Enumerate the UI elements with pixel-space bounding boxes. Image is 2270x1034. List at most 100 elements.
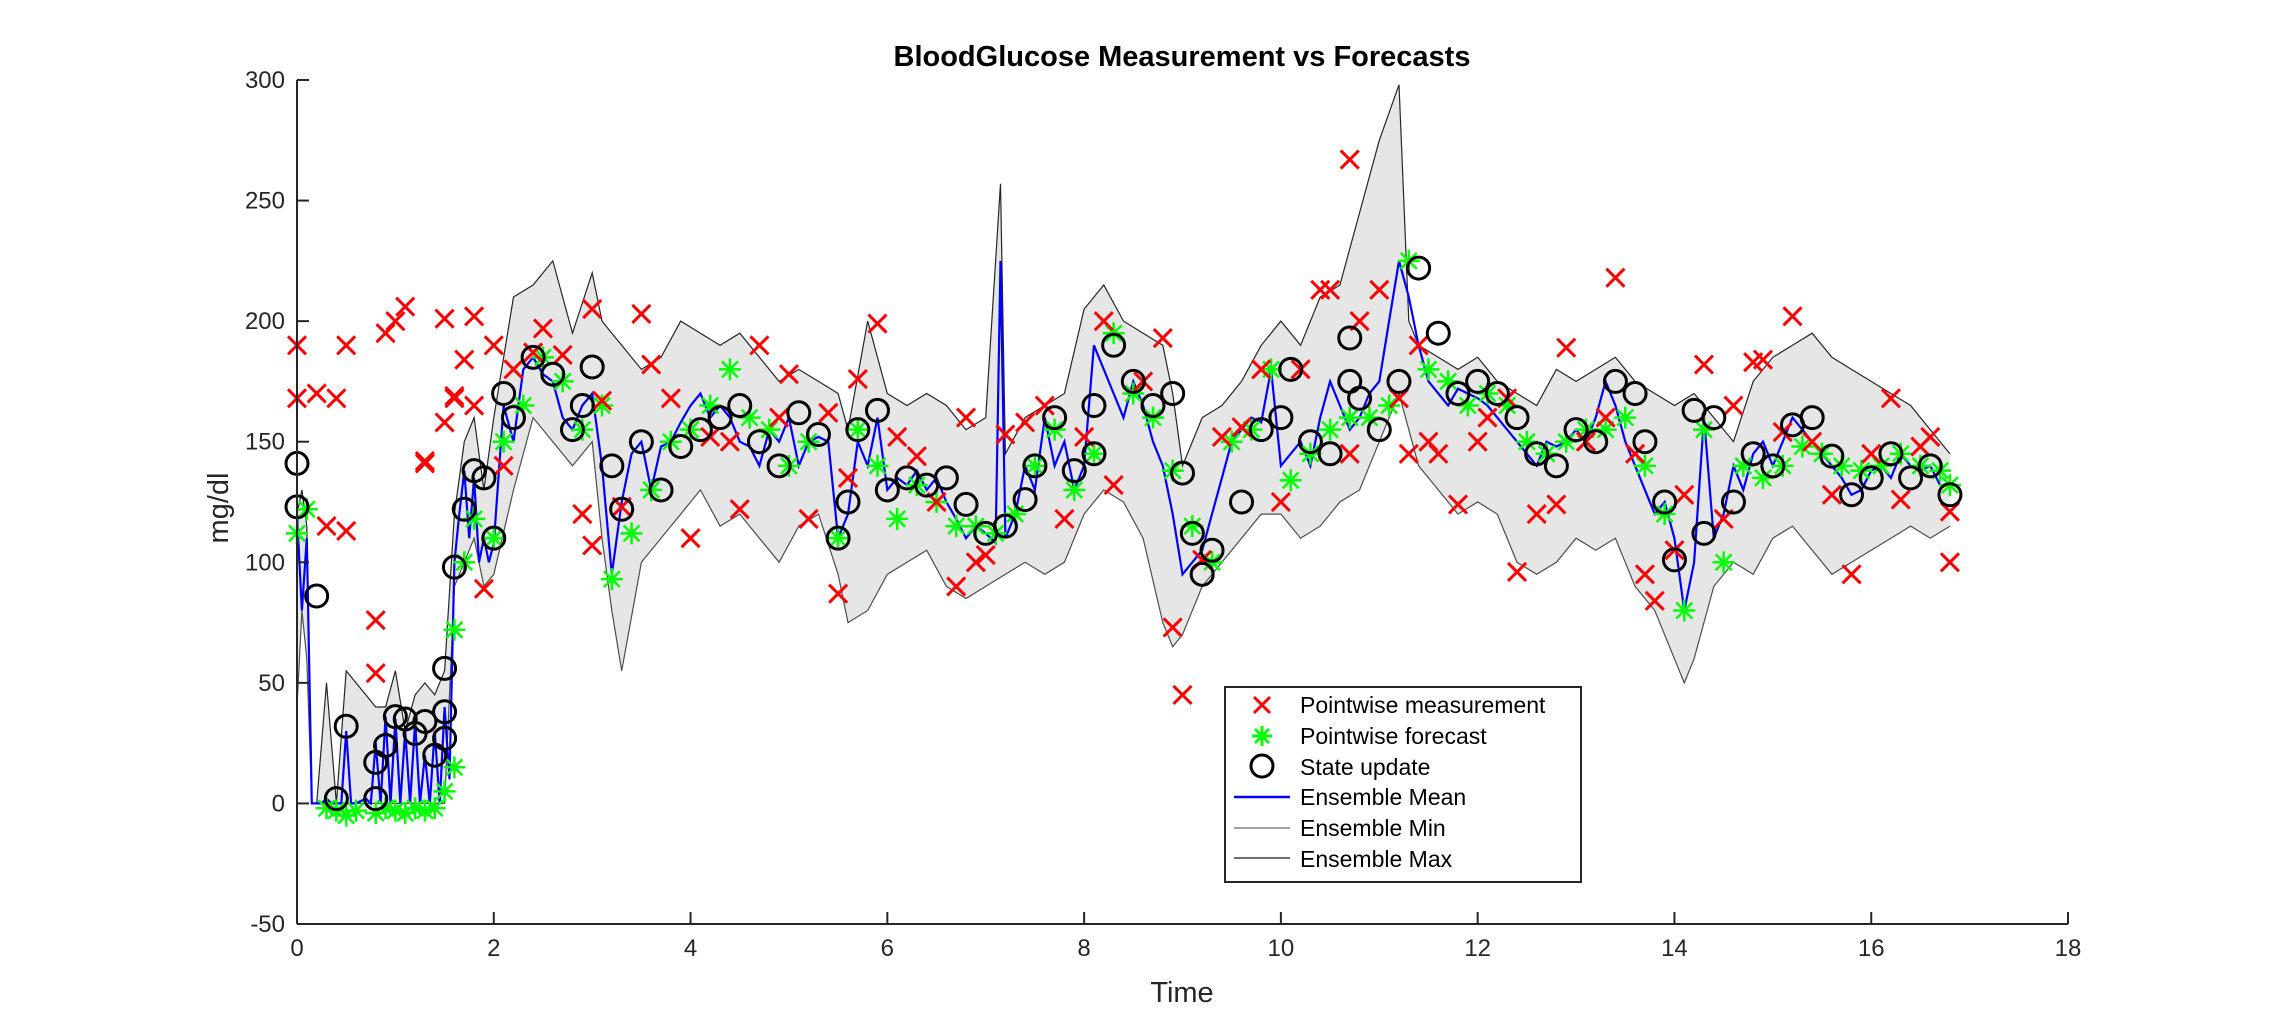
forecast-point (1673, 599, 1696, 622)
forecast-point (866, 454, 889, 477)
measurement-point (1634, 564, 1655, 585)
y-tick-label: 0 (272, 790, 285, 817)
state-update-point (1189, 561, 1215, 587)
x-tick-label: 4 (684, 935, 697, 962)
forecast-point (482, 527, 505, 550)
state-update-point (1819, 443, 1845, 469)
state-update-point (491, 380, 517, 406)
measurement-point (1339, 443, 1360, 464)
state-update-point (1740, 441, 1766, 467)
forecast-point (886, 507, 909, 530)
measurement-point (818, 402, 839, 423)
forecast-point (1279, 469, 1302, 492)
measurement-point (1841, 564, 1862, 585)
x-tick-label: 18 (2055, 935, 2082, 962)
forecast-point (384, 799, 407, 822)
measurement-point (641, 354, 662, 375)
forecast-point (1870, 454, 1893, 477)
state-update-point (471, 465, 497, 491)
measurement-point (946, 576, 967, 597)
state-update-point (1297, 429, 1323, 455)
measurement-point (336, 520, 357, 541)
y-tick-label: 300 (245, 67, 285, 94)
forecast-point (1437, 370, 1460, 393)
state-update-point (1268, 405, 1294, 431)
state-update-point (432, 699, 458, 725)
measurement-point (365, 663, 386, 684)
measurement-point (1752, 349, 1774, 370)
state-update-point (1858, 465, 1884, 491)
measurement-point (1526, 503, 1547, 525)
measurement-point (1093, 311, 1114, 332)
measurement-point (887, 426, 908, 447)
legend-entry-ensemble-max: Ensemble Max (1234, 846, 1453, 872)
legend-entry-state-update: State update (1249, 753, 1430, 780)
state-update-point (1170, 460, 1195, 486)
measurement-point (975, 544, 996, 566)
forecast-point (1555, 430, 1578, 453)
forecast-point (1260, 358, 1283, 381)
measurement-point (1211, 426, 1232, 447)
forecast-point (1181, 515, 1204, 538)
legend-entry-ensemble-min: Ensemble Min (1234, 815, 1446, 841)
measurement-point (1369, 279, 1390, 300)
measurement-point (1015, 412, 1036, 433)
forecast-point (394, 802, 417, 825)
measurement-point (1861, 443, 1882, 464)
state-update-point (1602, 368, 1628, 394)
state-update-point (382, 704, 408, 730)
state-update-point (1632, 429, 1658, 455)
measurement-point (1398, 443, 1419, 464)
forecast-point (1791, 435, 1814, 458)
state-update-point (1543, 453, 1569, 479)
measurement-point (1320, 279, 1341, 300)
state-update-point (628, 429, 654, 455)
forecast-point (345, 799, 368, 822)
measurement-point (1802, 431, 1823, 452)
forecast-point (404, 797, 427, 820)
measurement-point (729, 499, 750, 520)
state-update-point (1878, 441, 1904, 467)
y-tick-label: 200 (245, 308, 285, 335)
forecast-point (1004, 503, 1027, 526)
state-update-point (992, 513, 1018, 539)
forecast-point (1063, 478, 1086, 501)
state-update-point (1386, 368, 1412, 394)
state-update-point (1720, 489, 1746, 515)
measurement-point (1693, 354, 1715, 375)
measurement-point (464, 306, 485, 327)
state-update-point (1366, 417, 1392, 443)
state-update-point (1622, 380, 1648, 406)
state-update-point (540, 361, 566, 387)
forecast-point (1358, 406, 1381, 429)
forecast-point (1378, 394, 1401, 417)
state-update-point (1691, 520, 1717, 546)
ensemble-band (297, 84, 1950, 804)
state-update-point (746, 429, 772, 455)
legend-label-ensemble-mean: Ensemble Mean (1300, 784, 1466, 810)
measurement-point (1546, 494, 1567, 515)
measurement-point (395, 296, 416, 317)
forecast-point (1456, 394, 1479, 417)
state-update-point (1022, 453, 1048, 479)
y-tick-label: 250 (245, 188, 285, 215)
measurement-point (326, 388, 347, 409)
measurement-point (1674, 484, 1695, 505)
forecast-point (1732, 454, 1755, 477)
state-update-point (1248, 417, 1274, 443)
measurement-point (1605, 267, 1626, 288)
y-tick-label: 100 (245, 549, 285, 576)
forecast-point (1712, 551, 1735, 574)
state-update-point (648, 477, 674, 503)
measurement-point (1644, 590, 1665, 611)
forecast-point (364, 802, 387, 825)
measurement-point (867, 313, 888, 334)
legend-entry-forecast: Pointwise forecast (1252, 723, 1487, 749)
measurement-point (1467, 431, 1488, 452)
measurement-point (847, 368, 868, 390)
state-update-point (432, 655, 458, 681)
state-update-point (727, 393, 753, 419)
state-update-point (363, 786, 389, 812)
